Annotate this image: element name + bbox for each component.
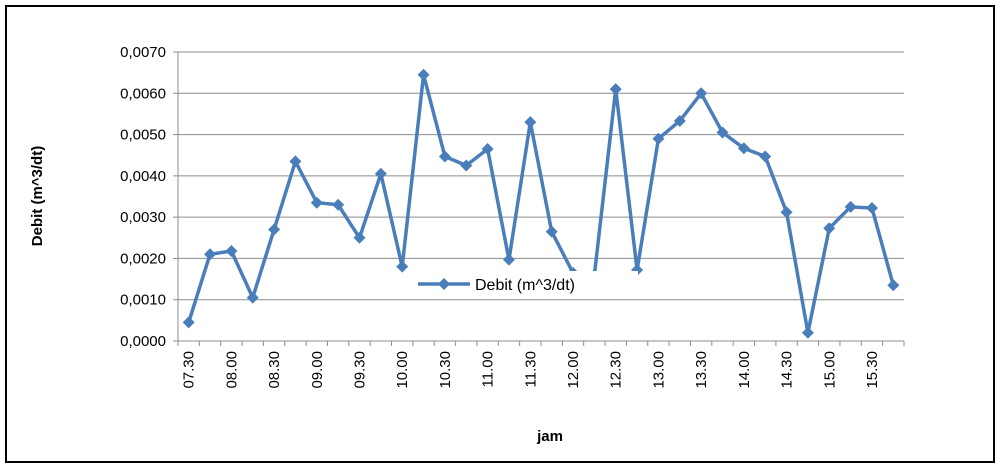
data-point bbox=[289, 155, 302, 168]
y-tick-label: 0,0000 bbox=[120, 333, 166, 350]
data-point bbox=[609, 83, 622, 96]
x-tick-label: 15.00 bbox=[821, 351, 838, 389]
data-point bbox=[332, 198, 345, 211]
x-tick-label: 12.00 bbox=[565, 351, 582, 389]
x-tick-label: 09.00 bbox=[309, 351, 326, 389]
legend-label: Debit (m^3/dt) bbox=[475, 277, 575, 294]
data-point bbox=[460, 159, 473, 172]
data-point bbox=[182, 316, 195, 329]
y-axis-title: Debit (m^3/dt) bbox=[29, 146, 46, 246]
data-point bbox=[780, 206, 793, 219]
x-tick-label: 07.30 bbox=[181, 351, 198, 389]
x-tick-label: 08.30 bbox=[266, 351, 283, 389]
x-tick-label: 10.30 bbox=[437, 351, 454, 389]
data-point bbox=[823, 222, 836, 235]
data-point bbox=[353, 231, 366, 244]
data-point bbox=[481, 143, 494, 156]
data-point bbox=[502, 253, 515, 266]
x-tick-label: 14.30 bbox=[779, 351, 796, 389]
y-tick-label: 0,0020 bbox=[120, 250, 166, 267]
y-tick-label: 0,0010 bbox=[120, 292, 166, 309]
data-point bbox=[524, 116, 537, 129]
data-point bbox=[844, 200, 857, 213]
x-tick-label: 14.00 bbox=[736, 351, 753, 389]
series-markers bbox=[182, 68, 900, 339]
x-tick-labels: 07.30 08.00 08.30 09.00 09.30 10.00 10.30 11.00… bbox=[177, 341, 905, 389]
data-point bbox=[374, 167, 387, 180]
data-point bbox=[695, 87, 708, 100]
data-point bbox=[438, 150, 451, 163]
y-tick-label: 0,0060 bbox=[120, 85, 166, 102]
y-tick-labels: 0,0000 0,0010 0,0020 0,0030 0,0040 0,0050 0,00… bbox=[120, 44, 166, 350]
y-tick-label: 0,0050 bbox=[120, 127, 166, 144]
x-axis-title: jam bbox=[536, 428, 563, 445]
data-point bbox=[246, 291, 259, 304]
x-tick-label: 11.30 bbox=[522, 351, 539, 387]
data-point bbox=[204, 248, 217, 261]
data-point bbox=[759, 150, 772, 163]
legend: Debit (m^3/dt) bbox=[412, 271, 638, 297]
data-point bbox=[673, 114, 686, 127]
data-point bbox=[268, 223, 281, 236]
data-point bbox=[417, 68, 430, 81]
data-point bbox=[545, 225, 558, 238]
x-tick-label: 09.30 bbox=[352, 351, 369, 389]
data-point bbox=[865, 202, 878, 215]
chart-border bbox=[5, 5, 995, 463]
y-tick-label: 0,0070 bbox=[120, 44, 166, 61]
x-tick-label: 10.00 bbox=[394, 351, 411, 389]
y-tick-label: 0,0040 bbox=[120, 168, 166, 185]
data-point bbox=[396, 260, 409, 273]
legend-diamond-marker bbox=[438, 278, 450, 290]
data-point bbox=[652, 132, 665, 145]
x-tick-label: 13.00 bbox=[650, 351, 667, 389]
series-line bbox=[187, 72, 896, 335]
y-tick-label: 0,0030 bbox=[120, 209, 166, 226]
data-point bbox=[225, 244, 238, 257]
data-point bbox=[716, 126, 729, 139]
data-point bbox=[310, 196, 323, 209]
data-point bbox=[737, 142, 750, 155]
data-point bbox=[887, 279, 900, 292]
x-tick-label: 15.30 bbox=[864, 351, 881, 389]
series-line-group bbox=[187, 72, 896, 335]
x-tick-label: 08.00 bbox=[223, 351, 240, 389]
x-tick-label: 13.30 bbox=[693, 351, 710, 389]
x-tick-label: 12.30 bbox=[608, 351, 625, 389]
x-tick-label: 11.00 bbox=[480, 351, 497, 387]
data-point bbox=[801, 326, 814, 339]
